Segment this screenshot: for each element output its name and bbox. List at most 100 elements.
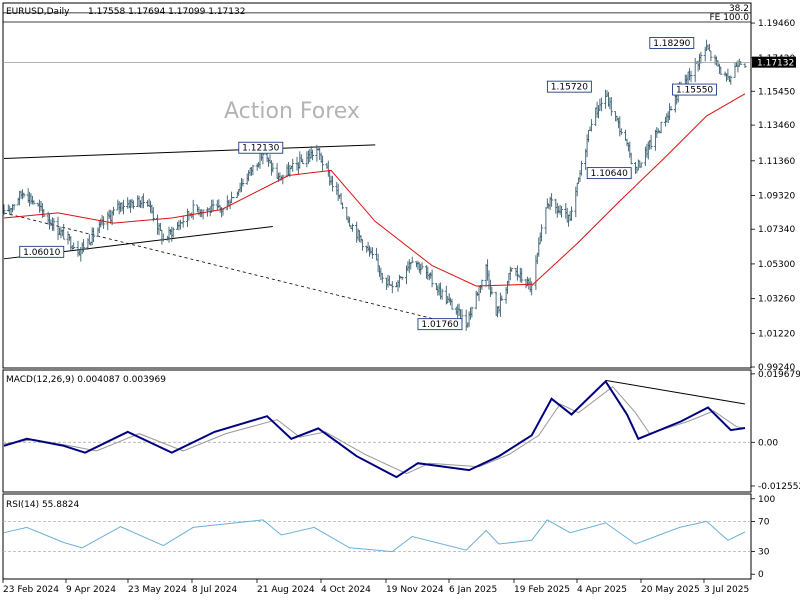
date-tick-label: 9 Apr 2024 [66,585,116,595]
price-bar [380,272,384,284]
price-bar [550,193,554,207]
price-bar [311,149,315,161]
rsi-tick-label: 100 [758,495,775,505]
price-bar [171,227,175,238]
date-tick-label: 4 Oct 2024 [321,585,371,595]
price-tick-label: 1.15450 [758,87,795,97]
rsi-line [3,519,746,553]
fib-level-label: 38.2 [729,4,749,14]
macd-tick-label: 0.019679 [758,370,800,380]
date-tick-label: 21 Aug 2024 [257,585,315,595]
price-bar [151,207,155,222]
price-bar [490,286,494,295]
price-annotation-box [546,80,592,93]
price-bar [589,119,593,132]
date-tick-label: 23 May 2024 [128,585,187,595]
price-bar [619,128,623,135]
price-tick-label: 1.19460 [758,19,795,29]
price-bar [500,295,504,301]
price-annotations: 1.18290 1.15720 1.15550 1.12130 1.10640 1.060… [19,37,718,330]
price-bar [699,51,703,64]
price-annotation-box [649,37,695,49]
date-tick-label: 23 Feb 2024 [3,585,59,595]
price-bar [659,121,663,134]
price-bar [450,298,454,310]
price-bar [141,193,145,209]
trendline [3,212,460,326]
price-tick-label: 1.01220 [758,329,795,339]
price-bar [390,281,394,294]
price-annotation-label: 1.15550 [676,86,713,96]
price-bar [62,224,66,240]
price-bar [161,233,165,242]
price-bar [331,175,334,192]
price-bar [122,199,125,215]
price-bar [609,97,613,116]
price-annotation-box [238,141,284,154]
price-bar [341,202,344,210]
macd-tick-label: 0.00 [758,438,778,448]
price-tick-label: 1.05300 [758,260,795,270]
price-bar [370,247,374,259]
current-price-tag: 1.17132 [752,56,796,69]
date-tick-label: 4 Apr 2025 [577,585,627,595]
price-annotation-label: 1.01760 [421,320,458,330]
price-bar [599,97,603,112]
date-tick-label: 3 Jul 2025 [704,585,749,595]
price-annotation-label: 1.06010 [23,248,60,258]
price-bar [579,160,583,176]
symbol-label: EURUSD,Daily [6,7,70,17]
price-tick-label: 1.11360 [758,157,795,167]
price-bar [669,105,673,111]
price-bar [32,200,36,205]
rsi-title: RSI(14) 55.8824 [6,500,79,510]
price-bar [410,256,414,264]
price-bar [52,218,56,231]
price-tick-label: 1.07340 [758,225,795,235]
price-bar [400,276,404,281]
current-price-tag-bg [752,56,796,68]
price-annotation-label: 1.10640 [591,169,628,179]
date-tick-label: 8 Jul 2024 [192,585,237,595]
price-bar [191,199,195,220]
price-bar [12,204,16,211]
price-annotation-box [586,167,632,180]
price-bar [649,134,653,150]
price-bar [301,158,305,165]
rsi-tick-label: 0 [758,570,764,580]
price-bar [82,239,86,253]
price-bar [530,281,534,296]
price-bar [540,224,544,242]
price-bar [181,215,185,228]
price-bar [729,75,733,85]
price-bar [470,306,474,318]
sma-line [3,93,746,287]
price-bar [639,162,643,168]
price-annotation-label: 1.18290 [653,39,690,49]
price-bar [360,239,364,251]
rsi-tick-label: 30 [758,548,770,558]
price-tick-label: 1.13460 [758,121,795,131]
rsi-tick-label: 70 [758,517,770,527]
macd-pane-frame [2,369,752,493]
price-bar [629,152,633,165]
date-tick-label: 19 Feb 2025 [514,585,570,595]
price-bar [2,204,6,216]
price-pane-frame [2,2,752,369]
price-bar [351,223,354,232]
price-tick-label: 0.99240 [758,363,795,373]
rsi-pane-frame [2,493,752,580]
price-bar [72,242,76,250]
price-bar [92,227,96,243]
price-bar [570,206,573,221]
price-tick-label: 1.09320 [758,192,795,202]
fib-levels: 38.2FE 100.0 [3,4,751,23]
date-axis: 23 Feb 2024 9 Apr 2024 23 May 2024 8 Jul 20… [2,579,749,595]
price-annotation-box [672,83,718,96]
price-bar [241,178,245,187]
price-bar [480,279,484,290]
watermark: Action Forex [224,99,360,124]
